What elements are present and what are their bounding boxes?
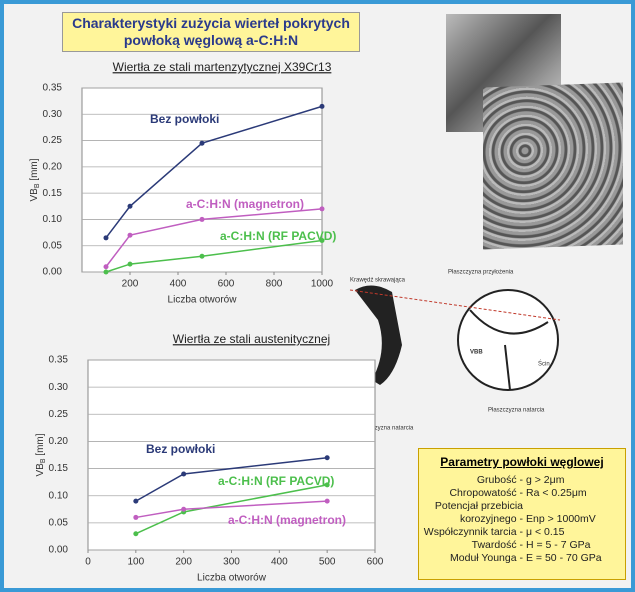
params-box: Parametry powłoki węglowej Grubość -g > … (418, 448, 626, 580)
chart-title: Wiertła ze stali martenzytycznej X39Cr13 (113, 60, 332, 74)
point (104, 270, 109, 275)
param-label: Grubość - (419, 474, 526, 487)
series-label: Bez powłoki (146, 442, 215, 456)
point (133, 499, 138, 504)
series-label: a-C:H:N (magnetron) (228, 513, 346, 527)
param-label: korozyjnego - (419, 513, 526, 526)
y-tick-label: 0.15 (49, 463, 69, 474)
point (325, 499, 330, 504)
y-axis-label-part: VB (29, 188, 40, 202)
y-tick-label: 0.30 (43, 109, 63, 120)
param-label: Współczynnik tarcia - (419, 526, 526, 539)
series-label: a-C:H:N (RF PACVD) (220, 229, 336, 243)
x-tick-label: 1000 (311, 279, 334, 290)
point (128, 204, 133, 209)
point (200, 141, 205, 146)
param-label: Potencjał przebicia (419, 500, 526, 513)
y-tick-label: 0.30 (49, 382, 69, 393)
x-tick-label: 200 (175, 557, 192, 568)
drill-label: VBB (470, 350, 483, 356)
x-tick-label: 300 (223, 557, 240, 568)
x-tick-label: 0 (85, 557, 91, 568)
param-value: E = 50 - 70 GPa (526, 552, 602, 565)
params-title: Parametry powłoki węglowej (419, 455, 625, 469)
drill-label: Płaszczyzna przyłożenia (448, 270, 514, 276)
y-tick-label: 0.20 (43, 161, 63, 172)
y-axis-label-part: [mm] (29, 158, 40, 183)
y-tick-label: 0.00 (43, 267, 63, 278)
param-row: Chropowatość -Ra < 0.25μm (419, 487, 625, 500)
point (200, 254, 205, 259)
param-value: H = 5 - 7 GPa (526, 539, 591, 552)
point (325, 455, 330, 460)
y-axis-label: VBB [mm] (35, 433, 47, 476)
point (104, 235, 109, 240)
x-tick-label: 800 (266, 279, 283, 290)
param-row: Grubość -g > 2μm (419, 474, 625, 487)
x-tick-label: 400 (170, 279, 187, 290)
param-row: Potencjał przebicia (419, 500, 625, 513)
drill-label: Krawędź skrawająca (350, 278, 406, 284)
drill-label: Płaszczyzna natarcia (488, 408, 545, 414)
drill-diagram: Krawędź skrawająca Płaszczyzna przyłożen… (350, 270, 560, 432)
y-axis-label-part: VB (35, 463, 46, 477)
y-axis-label: VBB [mm] (29, 158, 41, 201)
point (104, 264, 109, 269)
y-tick-label: 0.35 (49, 355, 69, 366)
y-tick-label: 0.10 (49, 490, 69, 501)
y-tick-label: 0.20 (49, 436, 69, 447)
point (320, 206, 325, 211)
y-tick-label: 0.10 (43, 214, 63, 225)
y-tick-label: 0.05 (43, 240, 63, 251)
point (128, 233, 133, 238)
y-axis-label-part: [mm] (35, 433, 46, 458)
point (133, 515, 138, 520)
param-value: Enp > 1000mV (526, 513, 596, 526)
x-tick-label: 100 (127, 557, 144, 568)
series-label: a-C:H:N (magnetron) (186, 197, 304, 211)
point (133, 531, 138, 536)
x-tick-label: 600 (218, 279, 235, 290)
drill-label: Ścin (538, 360, 550, 368)
x-axis-label: Liczba otworów (168, 295, 238, 306)
y-tick-label: 0.25 (43, 135, 63, 146)
param-label: Moduł Younga - (419, 552, 526, 565)
x-tick-label: 600 (367, 557, 384, 568)
param-label: Twardość - (419, 539, 526, 552)
x-tick-label: 200 (122, 279, 139, 290)
y-tick-label: 0.35 (43, 83, 63, 94)
param-label: Chropowatość - (419, 487, 526, 500)
y-tick-label: 0.00 (49, 545, 69, 556)
point (181, 507, 186, 512)
x-axis-label: Liczba otworów (197, 573, 267, 584)
y-tick-label: 0.05 (49, 517, 69, 528)
param-value: g > 2μm (526, 474, 564, 487)
x-tick-label: 500 (319, 557, 336, 568)
series-label: a-C:H:N (RF PACVD) (218, 474, 334, 488)
param-row: korozyjnego -Enp > 1000mV (419, 513, 625, 526)
point (320, 104, 325, 109)
point (181, 472, 186, 477)
poster: Charakterystyki zużycia wierteł pokrytyc… (0, 0, 635, 592)
y-tick-label: 0.15 (43, 188, 63, 199)
point (200, 217, 205, 222)
x-tick-label: 400 (271, 557, 288, 568)
series-label: Bez powłoki (150, 112, 219, 126)
param-value: Ra < 0.25μm (526, 487, 587, 500)
param-row: Współczynnik tarcia -μ < 0.15 (419, 526, 625, 539)
param-value: μ < 0.15 (526, 526, 564, 539)
param-row: Twardość -H = 5 - 7 GPa (419, 539, 625, 552)
param-row: Moduł Younga -E = 50 - 70 GPa (419, 552, 625, 565)
y-tick-label: 0.25 (49, 409, 69, 420)
chart-title: Wiertła ze stali austenitycznej (173, 332, 330, 346)
point (128, 262, 133, 267)
